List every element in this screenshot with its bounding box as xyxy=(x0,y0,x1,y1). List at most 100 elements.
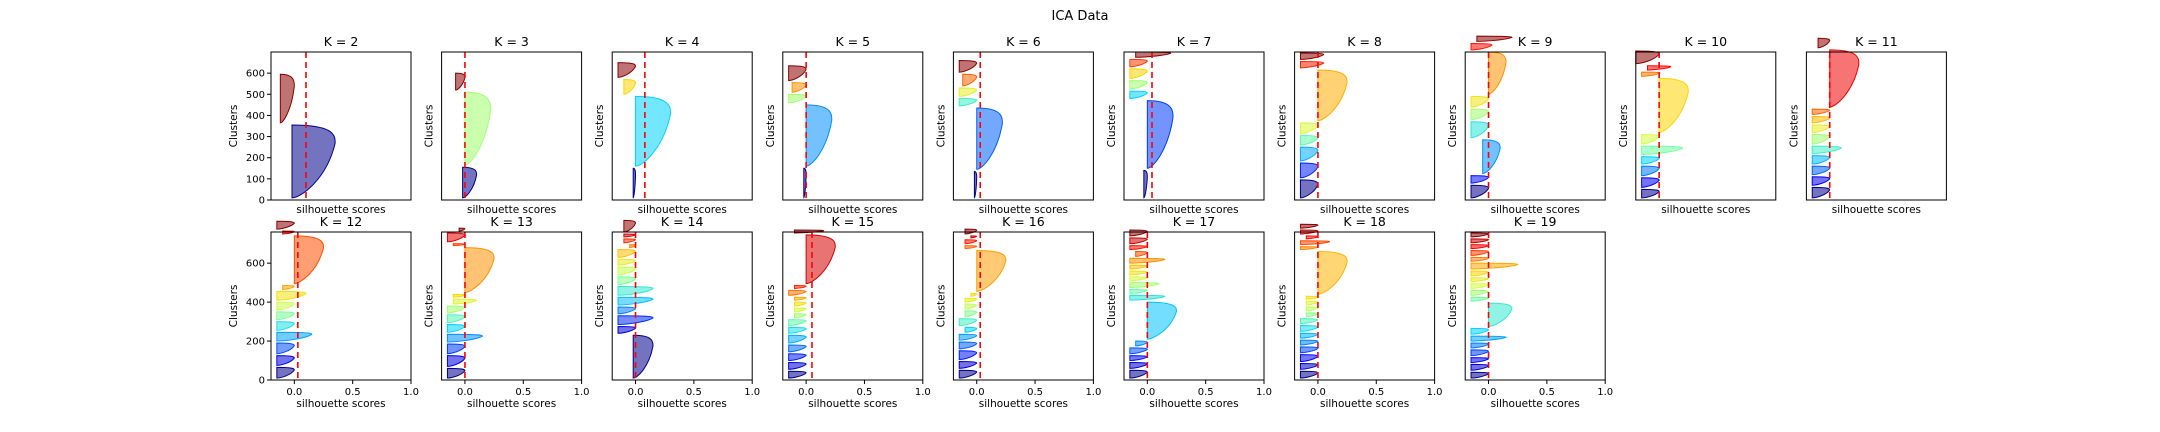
cluster-silhouette xyxy=(1129,270,1148,276)
cluster-silhouette xyxy=(1470,277,1490,283)
subplot-title: K = 13 xyxy=(490,214,533,229)
axes-frame xyxy=(611,51,753,201)
cluster-silhouette xyxy=(1470,349,1490,357)
cluster-silhouette xyxy=(1129,237,1148,245)
cluster-silhouette xyxy=(1470,256,1490,262)
axes-frame xyxy=(441,51,583,201)
cluster-silhouette xyxy=(1811,108,1831,115)
x-axis-label: silhouette scores xyxy=(296,398,385,410)
y-axis-label: Clusters xyxy=(228,105,240,148)
cluster-silhouette xyxy=(964,297,978,303)
x-tick-label: 0.5 xyxy=(1539,387,1555,398)
cluster-silhouette xyxy=(793,307,807,313)
cluster-silhouette xyxy=(1470,238,1490,244)
cluster-silhouette xyxy=(1143,169,1148,199)
cluster-silhouette xyxy=(1811,133,1831,145)
y-axis-label: Clusters xyxy=(1277,285,1289,328)
cluster-silhouette xyxy=(958,98,978,107)
cluster-silhouette xyxy=(1305,306,1319,312)
cluster-silhouette xyxy=(276,290,307,301)
cluster-silhouette xyxy=(1470,244,1490,250)
y-tick-label: 200 xyxy=(246,153,265,164)
cluster-silhouette xyxy=(276,342,295,355)
axes-frame xyxy=(1464,231,1606,381)
subplot-13: K = 14 silhouette scores Clusters 0.0 0.5 1.0 xyxy=(594,214,760,410)
x-tick-label: 0.5 xyxy=(686,387,702,398)
x-tick-label: 0.0 xyxy=(286,387,302,398)
cluster-silhouette xyxy=(276,321,295,331)
y-tick-label: 300 xyxy=(246,132,265,143)
cluster-silhouette xyxy=(1129,58,1148,68)
cluster-silhouette xyxy=(279,73,295,124)
y-axis-label: Clusters xyxy=(424,285,436,328)
cluster-silhouette xyxy=(1470,270,1490,277)
y-axis-label: Clusters xyxy=(1106,105,1118,148)
cluster-silhouette xyxy=(293,235,325,285)
cluster-silhouette xyxy=(617,276,637,286)
axes-frame xyxy=(1294,51,1436,201)
axes-frame xyxy=(1123,51,1265,201)
cluster-silhouette xyxy=(1470,327,1490,335)
y-axis-label: Clusters xyxy=(594,105,606,148)
y-axis-label: Clusters xyxy=(1447,105,1459,148)
cluster-silhouette xyxy=(276,301,295,311)
cluster-silhouette xyxy=(1129,264,1148,270)
x-tick-label: 0.0 xyxy=(969,387,985,398)
subplot-8: K = 9 silhouette scores Clusters xyxy=(1447,34,1606,216)
x-axis-label: silhouette scores xyxy=(638,204,727,216)
cluster-silhouette xyxy=(1811,186,1831,199)
y-tick-label: 100 xyxy=(246,174,265,185)
cluster-silhouette xyxy=(452,298,478,305)
x-axis-label: silhouette scores xyxy=(1661,204,1750,216)
cluster-silhouette xyxy=(1129,245,1148,251)
cluster-silhouette xyxy=(1470,289,1490,296)
y-tick-label: 400 xyxy=(246,298,265,309)
cluster-silhouette xyxy=(446,323,466,333)
y-axis-label: Clusters xyxy=(424,105,436,148)
cluster-silhouette xyxy=(623,233,637,238)
y-axis-label: Clusters xyxy=(1618,105,1630,148)
x-tick-label: 1.0 xyxy=(1597,387,1613,398)
axes-frame xyxy=(1123,231,1265,381)
subplot-title: K = 4 xyxy=(665,34,700,49)
x-axis-label: silhouette scores xyxy=(467,204,556,216)
y-tick-label: 0 xyxy=(259,376,265,387)
subplot-16: K = 17 silhouette scores Clusters 0.0 0.5 1.0 xyxy=(1106,214,1272,410)
cluster-silhouette xyxy=(958,318,978,326)
x-tick-label: 1.0 xyxy=(403,387,419,398)
cluster-silhouette xyxy=(617,266,637,276)
cluster-silhouette xyxy=(1129,90,1148,100)
y-tick-label: 600 xyxy=(246,259,265,270)
x-tick-label: 1.0 xyxy=(1085,387,1101,398)
cluster-silhouette xyxy=(464,91,492,166)
cluster-silhouette xyxy=(1641,177,1660,188)
cluster-silhouette xyxy=(1299,135,1319,146)
cluster-silhouette xyxy=(1305,300,1319,306)
x-tick-label: 0.0 xyxy=(1139,387,1155,398)
cluster-silhouette xyxy=(1299,346,1319,354)
x-axis-label: silhouette scores xyxy=(1320,204,1409,216)
cluster-silhouette xyxy=(1299,146,1319,162)
cluster-silhouette xyxy=(958,341,978,350)
x-axis-label: silhouette scores xyxy=(638,398,727,410)
subplot-6: K = 7 silhouette scores Clusters xyxy=(1106,34,1265,216)
subplot-title: K = 7 xyxy=(1177,34,1212,49)
cluster-silhouette xyxy=(1129,229,1148,237)
subplot-7: K = 8 silhouette scores Clusters xyxy=(1277,34,1436,216)
subplot-15: K = 16 silhouette scores Clusters 0.0 0.5 1.0 xyxy=(935,214,1101,410)
x-axis-label: silhouette scores xyxy=(1149,204,1238,216)
subplot-4: K = 5 silhouette scores Clusters xyxy=(765,34,924,216)
y-axis-label: Clusters xyxy=(765,105,777,148)
subplot-3: K = 4 silhouette scores Clusters xyxy=(594,34,753,216)
cluster-silhouette xyxy=(1488,302,1513,327)
cluster-silhouette xyxy=(1129,355,1148,362)
cluster-silhouette xyxy=(452,293,466,298)
x-tick-label: 1.0 xyxy=(1256,387,1272,398)
axes-frame xyxy=(611,231,753,381)
cluster-silhouette xyxy=(788,93,807,104)
cluster-silhouette xyxy=(1135,250,1148,257)
cluster-silhouette xyxy=(617,258,637,266)
cluster-silhouette xyxy=(805,234,836,285)
cluster-silhouette xyxy=(276,331,313,342)
cluster-silhouette xyxy=(1305,295,1319,300)
